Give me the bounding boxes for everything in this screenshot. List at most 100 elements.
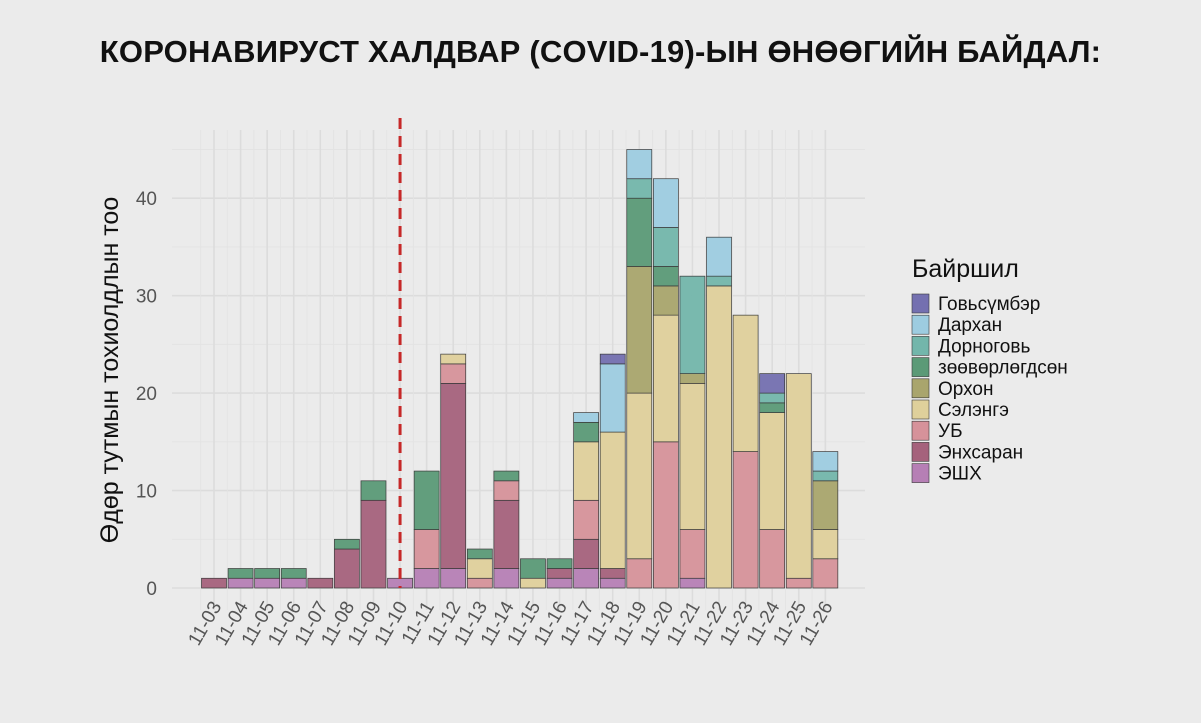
- y-tick-label: 20: [136, 384, 157, 405]
- bar-segment: [254, 577, 281, 589]
- bar-segment: [812, 451, 839, 472]
- legend-label: Говьсүмбэр: [938, 294, 1040, 315]
- bar-segment: [546, 568, 573, 579]
- bar-segment: [599, 353, 626, 365]
- legend-swatch: [911, 378, 930, 399]
- bar-segment: [759, 412, 786, 530]
- y-tick-label: 30: [136, 287, 157, 308]
- bar-segment: [466, 577, 493, 589]
- bar-segment: [653, 266, 679, 287]
- legend-label: ЭШХ: [938, 464, 982, 485]
- bar-segment: [201, 577, 227, 589]
- bar-segment: [440, 363, 467, 384]
- bar-segment: [812, 480, 839, 530]
- bar-segment: [413, 568, 440, 589]
- bar-segment: [360, 499, 387, 589]
- bar-segment: [759, 373, 786, 394]
- bar-segment: [706, 275, 732, 287]
- y-axis-label: Өдөр тутмын тохиолдлын тоо: [96, 197, 124, 543]
- bar-segment: [466, 558, 493, 579]
- bar-segment: [812, 558, 839, 589]
- legend-swatch: [911, 357, 930, 377]
- legend-swatch: [911, 399, 930, 420]
- legend-swatch: [911, 442, 930, 462]
- bar-segment: [679, 577, 706, 589]
- bar-segment: [334, 538, 360, 550]
- bar-segment: [280, 577, 307, 589]
- bar-segment: [653, 178, 679, 228]
- bar-segment: [573, 441, 599, 501]
- bar-segment: [785, 373, 812, 579]
- bar-segment: [812, 470, 839, 482]
- bar-segment: [440, 353, 467, 365]
- bar-segment: [227, 568, 254, 579]
- bar-segment: [493, 499, 520, 569]
- bar-segment: [653, 227, 679, 267]
- bar-segment: [812, 529, 839, 560]
- bar-segment: [653, 441, 679, 589]
- bar-segment: [493, 470, 520, 482]
- legend-label: Сэлэнгэ: [938, 400, 1009, 421]
- bar-segment: [732, 451, 759, 589]
- bar-segment: [626, 197, 653, 267]
- bar-segment: [493, 480, 520, 501]
- bar-segment: [493, 568, 520, 589]
- bar-segment: [466, 548, 493, 560]
- legend-label: Дархан: [938, 315, 1002, 336]
- legend-label: Орхон: [938, 379, 993, 400]
- legend: Байршил ГовьсүмбэрДарханДорноговьзөөвөрлө…: [911, 255, 1068, 485]
- bar-segment: [679, 529, 706, 579]
- bar-segment: [679, 275, 706, 374]
- bar-segment: [573, 412, 599, 423]
- bar-segment: [360, 480, 387, 501]
- bar-segment: [546, 558, 573, 569]
- bar-segment: [759, 392, 786, 404]
- legend-label: зөөвөрлөгдсөн: [938, 358, 1068, 379]
- bar-segment: [785, 577, 812, 589]
- bar-segment: [759, 529, 786, 589]
- bar-segment: [573, 499, 599, 540]
- bar-segment: [546, 577, 573, 589]
- y-tick-label: 40: [136, 189, 157, 210]
- bar-segment: [679, 373, 706, 384]
- bar-segment: [626, 149, 653, 180]
- bar-segment: [413, 470, 440, 530]
- bar-segment: [679, 383, 706, 530]
- bar-segment: [334, 548, 360, 589]
- bar-segment: [626, 392, 653, 560]
- bar-segment: [573, 421, 599, 443]
- bar-segment: [520, 577, 546, 589]
- x-axis: 11-0311-0411-0511-0611-0711-0811-0911-10…: [185, 598, 838, 650]
- bar-segment: [440, 568, 467, 589]
- legend-swatch: [911, 293, 930, 314]
- page-title: КОРОНАВИРУСТ ХАЛДВАР (COVID-19)-ЫН ӨНӨӨГ…: [99, 34, 1102, 69]
- bar-segment: [599, 431, 626, 569]
- bar-segment: [626, 558, 653, 589]
- bar-segment: [653, 314, 679, 443]
- bar-segment: [759, 402, 786, 413]
- bar-segment: [706, 285, 732, 589]
- bar-segment: [599, 568, 626, 579]
- bar-segment: [254, 568, 281, 579]
- bar-segment: [706, 236, 732, 277]
- grid-lines: [172, 130, 865, 610]
- bar-segment: [732, 314, 759, 452]
- legend-label: Энхсаран: [938, 442, 1023, 463]
- bar-segment: [440, 383, 467, 569]
- bar-segment: [413, 529, 440, 569]
- bar-segment: [307, 577, 334, 589]
- bars-layer: [201, 149, 839, 589]
- bar-segment: [626, 266, 653, 394]
- legend-swatch: [911, 463, 930, 483]
- bar-segment: [653, 285, 679, 316]
- bar-segment: [599, 577, 626, 589]
- legend-swatch: [911, 314, 930, 335]
- bar-segment: [280, 568, 307, 579]
- bar-segment: [626, 178, 653, 199]
- y-tick-label: 0: [146, 579, 157, 600]
- y-tick-label: 10: [136, 482, 157, 503]
- legend-label: УБ: [938, 421, 963, 442]
- bar-segment: [227, 577, 254, 589]
- y-axis: 0 10 20 30 40: [136, 189, 157, 600]
